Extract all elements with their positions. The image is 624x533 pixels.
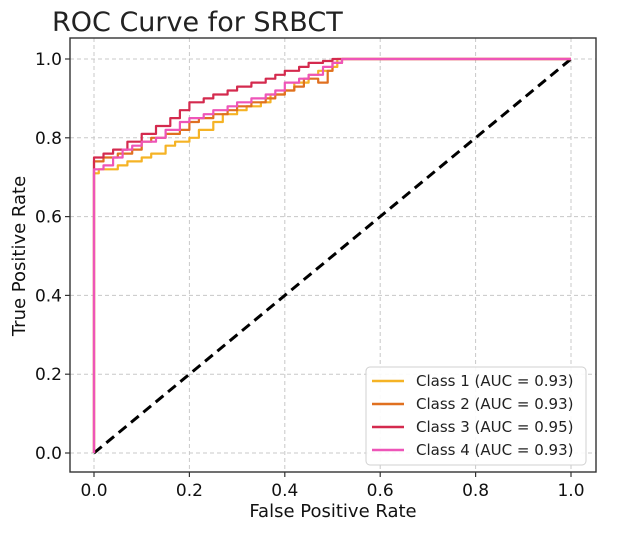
y-tick-label-5: 1.0 xyxy=(35,50,62,70)
plot-frame xyxy=(69,37,597,473)
x-tick-label-3: 0.6 xyxy=(367,481,394,501)
x-tick-label-5: 1.0 xyxy=(557,481,584,501)
legend-label-class-4: Class 4 (AUC = 0.93) xyxy=(416,441,573,459)
axes xyxy=(69,37,597,473)
x-tick-label-1: 0.2 xyxy=(176,481,203,501)
diagonal-reference-line xyxy=(93,57,572,455)
y-tick-label-0: 0.0 xyxy=(35,444,62,464)
y-tick-label-2: 0.4 xyxy=(35,286,62,306)
ticks: 0.0 0.2 0.4 0.6 0.8 1.0 0.0 0.2 0.4 0.6 0.8 1.0 xyxy=(35,50,585,501)
x-axis-label: False Positive Rate xyxy=(249,501,416,522)
y-axis-label: True Positive Rate xyxy=(9,176,30,337)
x-tick-label-0: 0.0 xyxy=(80,481,107,501)
legend-label-class-3: Class 3 (AUC = 0.95) xyxy=(416,418,573,436)
series-line-class-4 xyxy=(92,57,571,453)
x-tick-label-4: 0.8 xyxy=(462,481,489,501)
series-layer xyxy=(92,57,572,455)
series-line-class-3 xyxy=(92,57,571,453)
legend-label-class-2: Class 2 (AUC = 0.93) xyxy=(416,395,573,413)
legend: Class 1 (AUC = 0.93) Class 2 (AUC = 0.93)… xyxy=(365,366,587,466)
y-tick-label-3: 0.6 xyxy=(35,208,62,228)
legend-box xyxy=(365,366,587,466)
x-tick-label-2: 0.4 xyxy=(271,481,298,501)
chart-title: ROC Curve for SRBCT xyxy=(52,7,343,38)
y-tick-label-1: 0.2 xyxy=(35,365,62,385)
legend-label-class-1: Class 1 (AUC = 0.93) xyxy=(416,372,573,390)
y-tick-label-4: 0.8 xyxy=(35,129,62,149)
